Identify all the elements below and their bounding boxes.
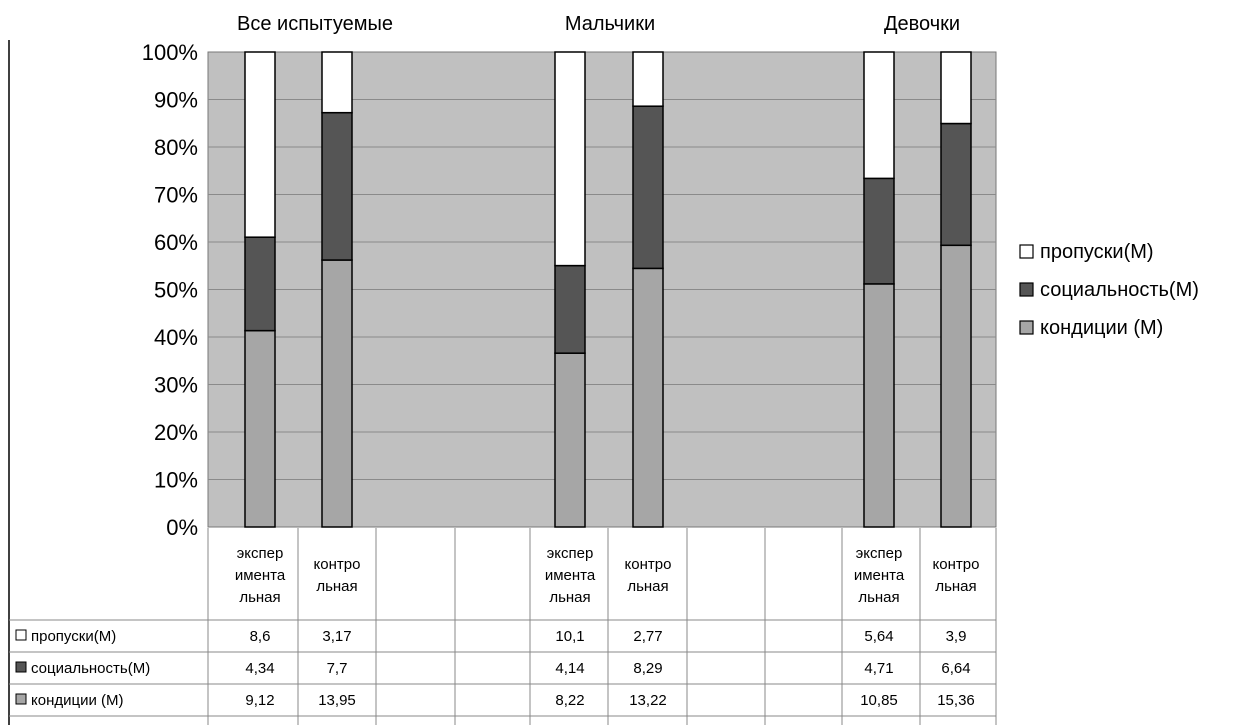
category-label: экспер имента льная [235, 545, 286, 606]
legend-swatch [1019, 282, 1034, 297]
table-cell-value: 3,9 [946, 628, 967, 645]
bar-segment [244, 329, 276, 528]
table-row-label: социальность(М) [31, 660, 150, 677]
bars [244, 51, 972, 528]
y-tick-label: 10% [154, 468, 198, 493]
y-tick-label: 70% [154, 183, 198, 208]
bar-segment [632, 267, 664, 528]
table-cell-value: 3,17 [322, 628, 351, 645]
table-cell-value: 2,77 [633, 628, 662, 645]
table-row-swatch [15, 661, 27, 673]
bar-segment [244, 51, 276, 238]
y-tick-label: 60% [154, 230, 198, 255]
table-cell-value: 4,71 [864, 660, 893, 677]
bar-segment [632, 51, 664, 107]
category-label: контро льная [625, 556, 672, 595]
bar-segment [554, 352, 586, 528]
table-cell-value: 8,29 [633, 660, 662, 677]
y-tick-label: 20% [154, 420, 198, 445]
legend-swatch [1019, 320, 1034, 335]
bar-segment [554, 264, 586, 354]
legend-entry: кондиции (М) [1040, 317, 1163, 339]
bar-segment [321, 111, 353, 261]
table-row-label: кондиции (М) [31, 692, 124, 709]
legend-swatch [1019, 244, 1034, 259]
data-table: экспер имента льная контро льная экспер имента… [9, 528, 997, 725]
y-tick-label: 40% [154, 325, 198, 350]
table-cell-value: 13,22 [629, 692, 667, 709]
table-cell-value: 15,36 [937, 692, 975, 709]
bar-segment [940, 122, 972, 247]
category-label: экспер имента льная [854, 545, 905, 606]
table-cell-value: 5,64 [864, 628, 893, 645]
bar-segment [321, 259, 353, 528]
bar-segment [321, 51, 353, 114]
bar-segment [863, 177, 895, 285]
table-cell-value: 13,95 [318, 692, 356, 709]
y-tick-label: 50% [154, 278, 198, 303]
category-label: экспер имента льная [545, 545, 596, 606]
table-cell-value: 8,6 [250, 628, 271, 645]
bar-segment [940, 51, 972, 125]
bar-segment [940, 244, 972, 528]
y-tick-label: 80% [154, 135, 198, 160]
group-titles: Все испытуемые Мальчики Девочки [237, 13, 960, 35]
table-row-label: пропуски(М) [31, 628, 116, 645]
legend: пропуски(М) социальность(М) кондиции (М) [1012, 226, 1252, 354]
bar-segment [554, 51, 586, 267]
table-cell-value: 7,7 [327, 660, 348, 677]
table-cell-value: 10,1 [555, 628, 584, 645]
table-cell-value: 10,85 [860, 692, 898, 709]
y-tick-label: 0% [166, 515, 198, 540]
group-title: Мальчики [565, 13, 655, 35]
category-label: контро льная [314, 556, 361, 595]
legend-box [1012, 226, 1252, 354]
category-label: контро льная [933, 556, 980, 595]
legend-entry: социальность(М) [1040, 279, 1199, 301]
y-tick-label: 100% [142, 40, 198, 65]
group-title: Все испытуемые [237, 13, 393, 35]
table-cell-value: 8,22 [555, 692, 584, 709]
table-cell-value: 4,34 [245, 660, 274, 677]
table-cell-value: 9,12 [245, 692, 274, 709]
table-cell-value: 6,64 [941, 660, 970, 677]
legend-entry: пропуски(М) [1040, 241, 1154, 263]
bar-segment [863, 51, 895, 180]
group-title: Девочки [884, 13, 960, 35]
y-tick-label: 90% [154, 88, 198, 113]
table-cell-value: 4,14 [555, 660, 584, 677]
y-axis-tick-labels: 0% 10% 20% 30% 40% 50% 60% 70% 80% 90% 100% [142, 40, 198, 540]
y-tick-label: 30% [154, 373, 198, 398]
bar-segment [863, 283, 895, 528]
bar-segment [244, 236, 276, 332]
table-row-swatch [15, 693, 27, 705]
bar-segment [632, 105, 664, 270]
table-row-swatch [15, 629, 27, 641]
